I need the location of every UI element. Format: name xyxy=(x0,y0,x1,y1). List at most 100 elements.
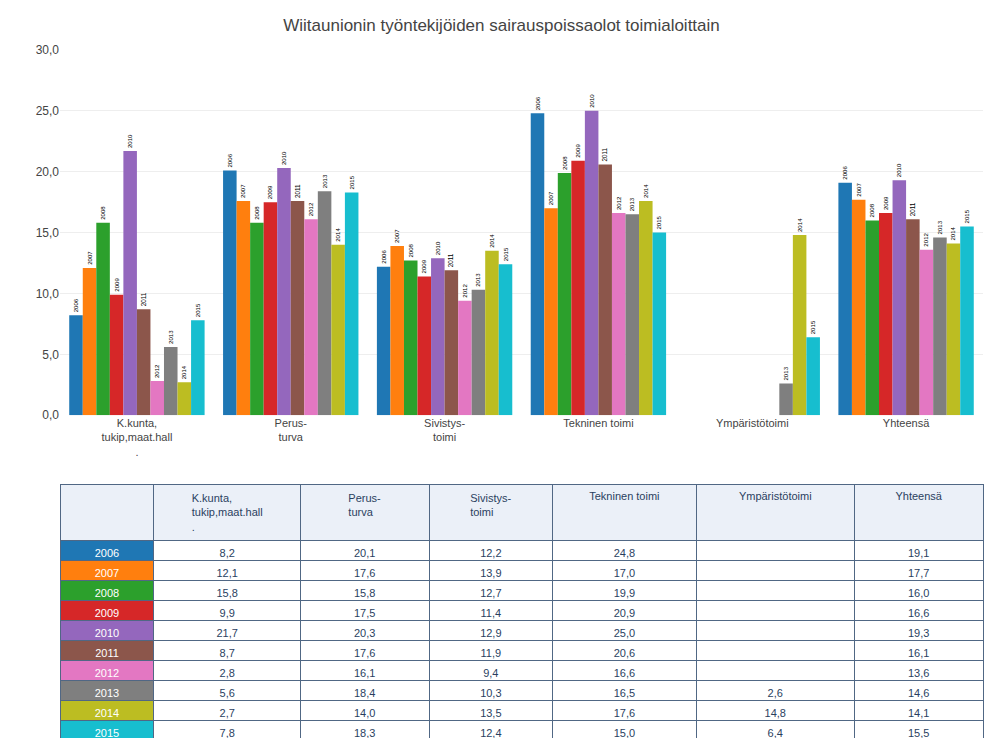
svg-text:11,9: 11,9 xyxy=(481,647,502,659)
svg-text:2008: 2008 xyxy=(561,156,568,170)
svg-text:2011: 2011 xyxy=(140,292,147,306)
svg-text:Perus-turva: Perus-turva xyxy=(275,417,308,443)
svg-text:2009: 2009 xyxy=(882,196,889,210)
svg-text:2008: 2008 xyxy=(253,206,260,220)
svg-text:2,7: 2,7 xyxy=(220,707,235,719)
svg-text:12,2: 12,2 xyxy=(480,547,501,559)
svg-text:17,6: 17,6 xyxy=(354,647,375,659)
svg-text:5,6: 5,6 xyxy=(220,687,235,699)
svg-text:16,6: 16,6 xyxy=(908,607,929,619)
svg-text:20,6: 20,6 xyxy=(614,647,635,659)
svg-text:9,4: 9,4 xyxy=(483,667,498,679)
svg-text:2,6: 2,6 xyxy=(768,687,783,699)
svg-text:10,3: 10,3 xyxy=(480,687,501,699)
svg-text:2007: 2007 xyxy=(87,251,93,265)
svg-text:12,1: 12,1 xyxy=(216,567,237,579)
svg-text:2007: 2007 xyxy=(855,183,862,197)
svg-text:2014: 2014 xyxy=(950,226,956,240)
svg-text:2008: 2008 xyxy=(99,206,106,220)
svg-text:2012: 2012 xyxy=(615,196,622,210)
svg-text:2009: 2009 xyxy=(420,259,427,273)
svg-text:2013: 2013 xyxy=(95,687,119,699)
svg-text:15,0: 15,0 xyxy=(36,226,60,240)
svg-text:2012: 2012 xyxy=(308,202,314,216)
svg-text:Sivistys-toimi: Sivistys-toimi xyxy=(470,492,511,518)
svg-text:9,9: 9,9 xyxy=(220,607,235,619)
svg-text:2010: 2010 xyxy=(280,151,287,165)
svg-text:2014: 2014 xyxy=(334,228,341,242)
svg-text:20,3: 20,3 xyxy=(354,627,375,639)
svg-text:2007: 2007 xyxy=(548,191,554,205)
svg-text:2012: 2012 xyxy=(95,667,119,679)
svg-text:2010: 2010 xyxy=(896,163,902,177)
svg-text:17,0: 17,0 xyxy=(614,567,635,579)
svg-text:2014: 2014 xyxy=(642,184,649,198)
svg-text:2,8: 2,8 xyxy=(220,667,235,679)
svg-text:14,1: 14,1 xyxy=(908,707,929,719)
svg-text:Yhteensä: Yhteensä xyxy=(883,417,930,429)
svg-text:2012: 2012 xyxy=(922,232,929,246)
svg-text:Tekninen toimi: Tekninen toimi xyxy=(563,417,633,429)
svg-text:15,8: 15,8 xyxy=(216,587,237,599)
svg-text:24,8: 24,8 xyxy=(614,547,635,559)
svg-text:Ympäristötoimi: Ympäristötoimi xyxy=(739,490,812,502)
svg-text:2008: 2008 xyxy=(407,243,414,257)
svg-text:11,4: 11,4 xyxy=(481,607,502,619)
svg-text:K.kunta,tukip,maat.hall.: K.kunta,tukip,maat.hall. xyxy=(192,492,263,533)
svg-text:2012: 2012 xyxy=(461,284,468,298)
svg-text:2009: 2009 xyxy=(95,607,119,619)
svg-text:15,5: 15,5 xyxy=(908,727,929,738)
svg-text:18,4: 18,4 xyxy=(354,687,375,699)
svg-text:16,0: 16,0 xyxy=(908,587,929,599)
svg-text:13,5: 13,5 xyxy=(480,707,501,719)
svg-text:17,6: 17,6 xyxy=(354,567,375,579)
svg-text:20,0: 20,0 xyxy=(36,165,60,179)
svg-text:2015: 2015 xyxy=(656,215,662,229)
svg-text:8,2: 8,2 xyxy=(220,547,235,559)
svg-text:12,7: 12,7 xyxy=(480,587,501,599)
svg-text:2011: 2011 xyxy=(447,253,454,267)
svg-text:2008: 2008 xyxy=(868,203,875,217)
svg-text:Yhteensä: Yhteensä xyxy=(895,490,942,502)
svg-text:2010: 2010 xyxy=(126,134,133,148)
svg-text:2015: 2015 xyxy=(95,727,119,738)
svg-text:15,8: 15,8 xyxy=(354,587,375,599)
svg-text:Perus-turva: Perus-turva xyxy=(348,492,381,518)
svg-text:12,9: 12,9 xyxy=(480,627,501,639)
svg-text:19,3: 19,3 xyxy=(908,627,929,639)
svg-text:12,4: 12,4 xyxy=(480,727,501,738)
svg-text:16,1: 16,1 xyxy=(908,647,929,659)
svg-text:0,0: 0,0 xyxy=(42,408,59,422)
svg-text:2014: 2014 xyxy=(489,234,495,248)
svg-text:19,9: 19,9 xyxy=(614,587,635,599)
svg-text:17,5: 17,5 xyxy=(354,607,375,619)
svg-text:2015: 2015 xyxy=(963,209,970,223)
svg-text:2013: 2013 xyxy=(474,273,481,287)
svg-text:2014: 2014 xyxy=(95,707,119,719)
svg-text:2006: 2006 xyxy=(95,547,119,559)
svg-text:5,0: 5,0 xyxy=(42,348,59,362)
svg-text:2015: 2015 xyxy=(502,247,509,261)
svg-text:2009: 2009 xyxy=(574,144,581,158)
svg-text:Sivistys-toimi: Sivistys-toimi xyxy=(424,417,465,443)
svg-text:15,0: 15,0 xyxy=(614,727,635,738)
svg-text:2006: 2006 xyxy=(534,96,541,110)
svg-text:2015: 2015 xyxy=(348,175,355,189)
svg-text:2007: 2007 xyxy=(95,567,119,579)
svg-text:2011: 2011 xyxy=(909,202,916,216)
svg-text:2015: 2015 xyxy=(195,303,201,317)
svg-text:2009: 2009 xyxy=(113,278,120,292)
svg-text:14,8: 14,8 xyxy=(765,707,786,719)
svg-text:2013: 2013 xyxy=(628,197,635,211)
svg-text:17,7: 17,7 xyxy=(908,567,929,579)
svg-text:8,7: 8,7 xyxy=(220,647,235,659)
svg-text:K.kunta,tukip,maat.hall.: K.kunta,tukip,maat.hall. xyxy=(101,417,172,458)
svg-text:2014: 2014 xyxy=(796,218,803,232)
svg-text:10,0: 10,0 xyxy=(36,287,60,301)
svg-text:21,7: 21,7 xyxy=(216,627,237,639)
svg-text:2007: 2007 xyxy=(393,229,400,243)
svg-text:7,8: 7,8 xyxy=(220,727,235,738)
svg-text:16,1: 16,1 xyxy=(354,667,375,679)
svg-text:Wiitaunionin työntekijöiden sa: Wiitaunionin työntekijöiden sairauspoiss… xyxy=(283,16,720,35)
svg-text:2014: 2014 xyxy=(180,365,187,379)
